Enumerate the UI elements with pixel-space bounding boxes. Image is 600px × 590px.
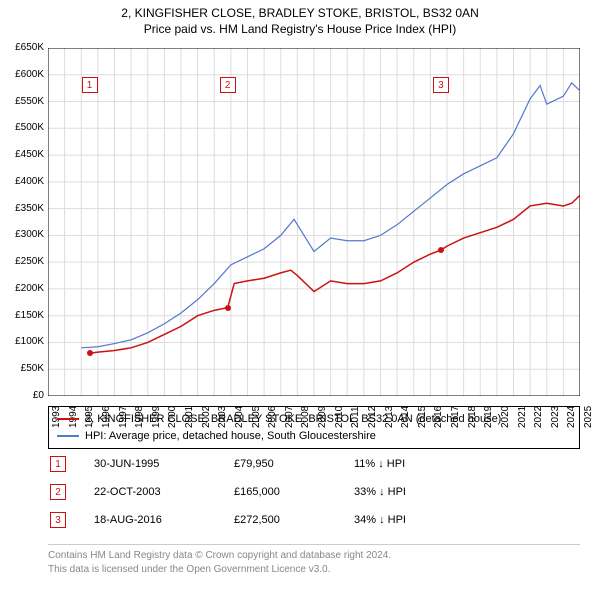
marker-price-1: £79,950 bbox=[234, 458, 354, 470]
chart-marker-dot-2 bbox=[225, 305, 231, 311]
y-tick-label: £450K bbox=[4, 149, 44, 160]
marker-price-2: £165,000 bbox=[234, 486, 354, 498]
y-tick-label: £100K bbox=[4, 336, 44, 347]
attribution-line-1: Contains HM Land Registry data © Crown c… bbox=[48, 549, 580, 563]
y-tick-label: £150K bbox=[4, 310, 44, 321]
marker-row-3: 3 18-AUG-2016 £272,500 34% ↓ HPI bbox=[48, 506, 580, 534]
title-block: 2, KINGFISHER CLOSE, BRADLEY STOKE, BRIS… bbox=[0, 0, 600, 37]
y-tick-label: £500K bbox=[4, 122, 44, 133]
chart-area bbox=[48, 48, 580, 396]
marker-date-1: 30-JUN-1995 bbox=[94, 458, 234, 470]
y-tick-label: £400K bbox=[4, 176, 44, 187]
y-tick-label: £650K bbox=[4, 42, 44, 53]
marker-row-1: 1 30-JUN-1995 £79,950 11% ↓ HPI bbox=[48, 450, 580, 478]
legend-label-property: 2, KINGFISHER CLOSE, BRADLEY STOKE, BRIS… bbox=[85, 411, 501, 428]
y-tick-label: £50K bbox=[4, 363, 44, 374]
chart-marker-dot-3 bbox=[438, 247, 444, 253]
legend-swatch-hpi bbox=[57, 435, 79, 437]
chart-marker-badge-2: 2 bbox=[220, 77, 236, 93]
legend-box: 2, KINGFISHER CLOSE, BRADLEY STOKE, BRIS… bbox=[48, 406, 580, 449]
y-tick-label: £300K bbox=[4, 229, 44, 240]
marker-badge-1: 1 bbox=[50, 456, 66, 472]
marker-price-3: £272,500 bbox=[234, 514, 354, 526]
chart-marker-badge-1: 1 bbox=[82, 77, 98, 93]
y-tick-label: £250K bbox=[4, 256, 44, 267]
legend-row-property: 2, KINGFISHER CLOSE, BRADLEY STOKE, BRIS… bbox=[57, 411, 571, 428]
marker-delta-3: 34% ↓ HPI bbox=[354, 514, 494, 526]
y-tick-label: £550K bbox=[4, 96, 44, 107]
marker-delta-2: 33% ↓ HPI bbox=[354, 486, 494, 498]
chart-container: 2, KINGFISHER CLOSE, BRADLEY STOKE, BRIS… bbox=[0, 0, 600, 590]
y-tick-label: £350K bbox=[4, 203, 44, 214]
y-tick-label: £0 bbox=[4, 390, 44, 401]
marker-delta-1: 11% ↓ HPI bbox=[354, 458, 494, 470]
x-tick-label: 2025 bbox=[583, 406, 594, 428]
y-tick-label: £600K bbox=[4, 69, 44, 80]
marker-row-2: 2 22-OCT-2003 £165,000 33% ↓ HPI bbox=[48, 478, 580, 506]
marker-badge-2: 2 bbox=[50, 484, 66, 500]
legend-swatch-property bbox=[57, 418, 79, 420]
chart-marker-dot-1 bbox=[87, 350, 93, 356]
title-line-2: Price paid vs. HM Land Registry's House … bbox=[0, 22, 600, 38]
chart-marker-badge-3: 3 bbox=[433, 77, 449, 93]
legend-label-hpi: HPI: Average price, detached house, Sout… bbox=[85, 428, 376, 445]
legend-row-hpi: HPI: Average price, detached house, Sout… bbox=[57, 428, 571, 445]
markers-table: 1 30-JUN-1995 £79,950 11% ↓ HPI 2 22-OCT… bbox=[48, 450, 580, 534]
attribution-line-2: This data is licensed under the Open Gov… bbox=[48, 563, 580, 577]
chart-svg bbox=[48, 48, 580, 396]
attribution: Contains HM Land Registry data © Crown c… bbox=[48, 544, 580, 577]
marker-badge-3: 3 bbox=[50, 512, 66, 528]
title-line-1: 2, KINGFISHER CLOSE, BRADLEY STOKE, BRIS… bbox=[0, 6, 600, 22]
y-tick-label: £200K bbox=[4, 283, 44, 294]
marker-date-3: 18-AUG-2016 bbox=[94, 514, 234, 526]
marker-date-2: 22-OCT-2003 bbox=[94, 486, 234, 498]
